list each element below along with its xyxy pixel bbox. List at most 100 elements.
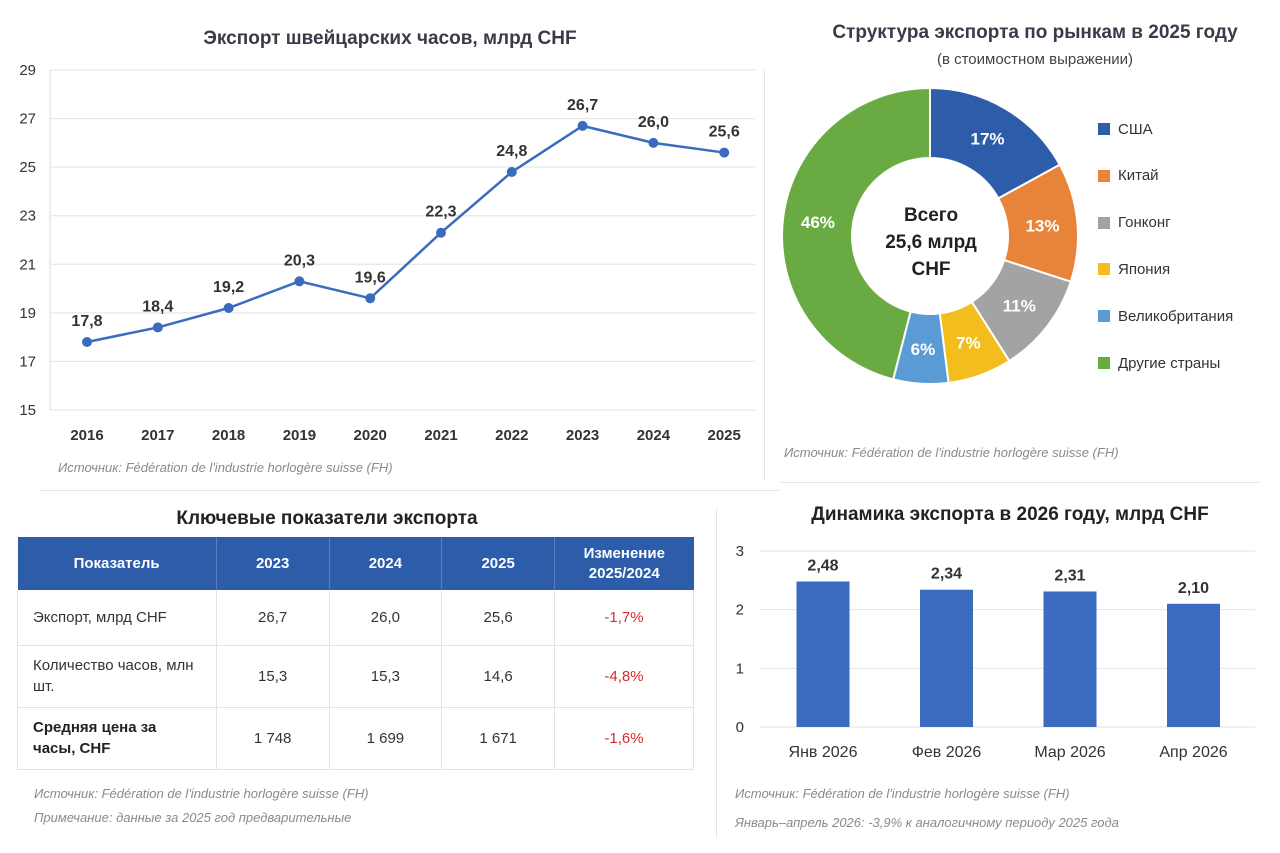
legend-label: Китай: [1118, 167, 1159, 185]
line-y-tick-label: 17: [19, 353, 36, 370]
line-point: [82, 337, 92, 347]
bar: [1167, 603, 1220, 727]
table-row: Экспорт, млрд CHF 26,7 26,0 25,6 -1,7%: [17, 590, 694, 646]
line-x-tick-label: 2023: [566, 427, 599, 444]
bar-chart-data-labels: 2,48 2,34 2,31 2,10: [807, 558, 1209, 597]
table-row: Средняя цена за часы, CHF 1 748 1 699 1 …: [17, 707, 694, 770]
kpi-cell: 26,7: [216, 590, 330, 646]
line-x-tick-label: 2019: [283, 427, 316, 444]
pie-slice-label: 17%: [971, 130, 1005, 149]
line-data-label: 20,3: [284, 252, 315, 269]
bar-chart: 0 1 2 3 2,48 2,34 2,31 2,10 Янв 2026 Фев 2026 Ма…: [736, 543, 1255, 761]
line-point: [436, 227, 446, 238]
table-title: Ключевые показатели экспорта: [176, 508, 478, 529]
kpi-header-2024: 2024: [329, 537, 443, 590]
bar: [920, 589, 973, 727]
bar-data-label: 2,34: [931, 566, 962, 583]
legend-label: Гонконг: [1118, 214, 1171, 232]
line-data-label: 24,8: [496, 143, 527, 160]
line-point: [506, 167, 517, 177]
line-y-tick-label: 15: [19, 402, 36, 419]
kpi-cell: 25,6: [441, 590, 555, 646]
legend-item: Китай: [1098, 166, 1159, 186]
line-point: [577, 120, 588, 131]
line-data-label: 22,3: [425, 204, 456, 221]
kpi-cell: 14,6: [441, 645, 555, 708]
kpi-cell-indicator: Средняя цена за часы, CHF: [17, 707, 217, 770]
line-x-tick-label: 2016: [70, 427, 103, 444]
kpi-cell: 1 699: [329, 707, 443, 770]
pie-slice-label: 7%: [956, 333, 981, 352]
line-y-tick-label: 25: [19, 159, 36, 176]
legend-swatch: [1098, 310, 1110, 323]
kpi-header-2023: 2023: [216, 537, 330, 590]
kpi-cell-change: -1,6%: [554, 707, 694, 770]
kpi-cell-indicator: Количество часов, млн шт.: [17, 645, 217, 708]
line-chart-y-ticks: 15 17 19 21 23 25 27 29: [19, 62, 36, 419]
legend-item: Другие страны: [1098, 353, 1220, 373]
bar-y-tick-label: 1: [736, 660, 744, 677]
line-x-tick-label: 2018: [212, 427, 245, 444]
pie-slice-label: 11%: [1003, 296, 1036, 315]
legend-item: США: [1098, 119, 1153, 139]
table-row: Количество часов, млн шт. 15,3 15,3 14,6…: [17, 645, 694, 708]
table-source: Источник: Fédération de l'industrie horl…: [34, 786, 369, 801]
pie-center-label-1: Всего: [904, 205, 958, 226]
pie-center-label-3: CHF: [911, 259, 950, 280]
line-point: [223, 303, 234, 313]
line-y-tick-label: 27: [19, 111, 36, 128]
pie-center-label-2: 25,6 млрд: [885, 232, 977, 253]
line-data-label: 18,4: [142, 298, 173, 315]
bar-chart-bars: [796, 581, 1220, 727]
kpi-table: Показатель 2023 2024 2025 Изменение 2025…: [17, 537, 694, 770]
line-point: [719, 147, 730, 158]
kpi-cell: 1 671: [441, 707, 555, 770]
legend-label: США: [1118, 120, 1153, 138]
kpi-cell: 1 748: [216, 707, 330, 770]
bar-x-tick-label: Мар 2026: [1034, 744, 1105, 761]
panel-divider-vertical-top: [764, 70, 765, 480]
line-chart-series: [82, 120, 730, 347]
pie-slice-label: 6%: [911, 340, 936, 359]
line-data-label: 19,6: [355, 269, 386, 286]
line-data-label: 26,7: [567, 97, 598, 114]
kpi-cell: 26,0: [329, 590, 443, 646]
pie-slice-label: 13%: [1025, 216, 1059, 235]
kpi-cell: 15,3: [329, 645, 443, 708]
line-y-tick-label: 29: [19, 62, 36, 79]
panel-divider-horizontal: [40, 490, 780, 491]
pie-chart-slices: [781, 86, 1079, 385]
bar-chart-note: Январь–апрель 2026: -3,9% к аналогичному…: [735, 815, 1119, 830]
line-series-path: [86, 124, 725, 344]
line-point: [648, 137, 659, 148]
line-data-label: 25,6: [709, 124, 740, 141]
line-x-tick-label: 2017: [141, 427, 174, 444]
bar-y-tick-label: 3: [736, 543, 744, 560]
kpi-header-change: Изменение 2025/2024: [554, 537, 694, 590]
line-x-tick-label: 2022: [495, 427, 528, 444]
bar-data-label: 2,48: [807, 558, 838, 575]
line-point: [294, 276, 305, 287]
line-chart-grid: [49, 69, 755, 411]
bar-x-tick-label: Янв 2026: [789, 744, 858, 761]
pie-slice: [781, 86, 931, 381]
line-chart-title: Экспорт швейцарских часов, млрд CHF: [203, 28, 577, 49]
bar: [1043, 591, 1097, 727]
legend-label: Япония: [1118, 260, 1171, 278]
line-x-tick-label: 2021: [424, 427, 457, 444]
panel-divider-vertical-bottom: [716, 508, 717, 838]
line-point: [152, 322, 163, 333]
line-y-tick-label: 23: [19, 208, 36, 225]
pie-chart-source: Источник: Fédération de l'industrie horl…: [784, 445, 1119, 460]
line-chart: 15 17 19 21 23 25 27 29 2016 2017 2018 2019 2020 202…: [19, 62, 755, 444]
legend-item: Великобритания: [1098, 306, 1233, 326]
kpi-header-2025: 2025: [441, 537, 555, 590]
line-y-tick-label: 19: [19, 305, 36, 322]
panel-divider-horizontal-right: [780, 482, 1260, 483]
bar-data-label: 2,31: [1054, 567, 1085, 584]
legend-label: Другие страны: [1118, 354, 1221, 372]
kpi-header-indicator: Показатель: [17, 537, 217, 590]
pie-chart-title: Структура экспорта по рынкам в 2025 году: [832, 22, 1238, 43]
line-chart-x-ticks: 2016 2017 2018 2019 2020 2021 2022 2023 2024 2025: [70, 427, 741, 444]
legend-label: Великобритания: [1118, 307, 1234, 325]
